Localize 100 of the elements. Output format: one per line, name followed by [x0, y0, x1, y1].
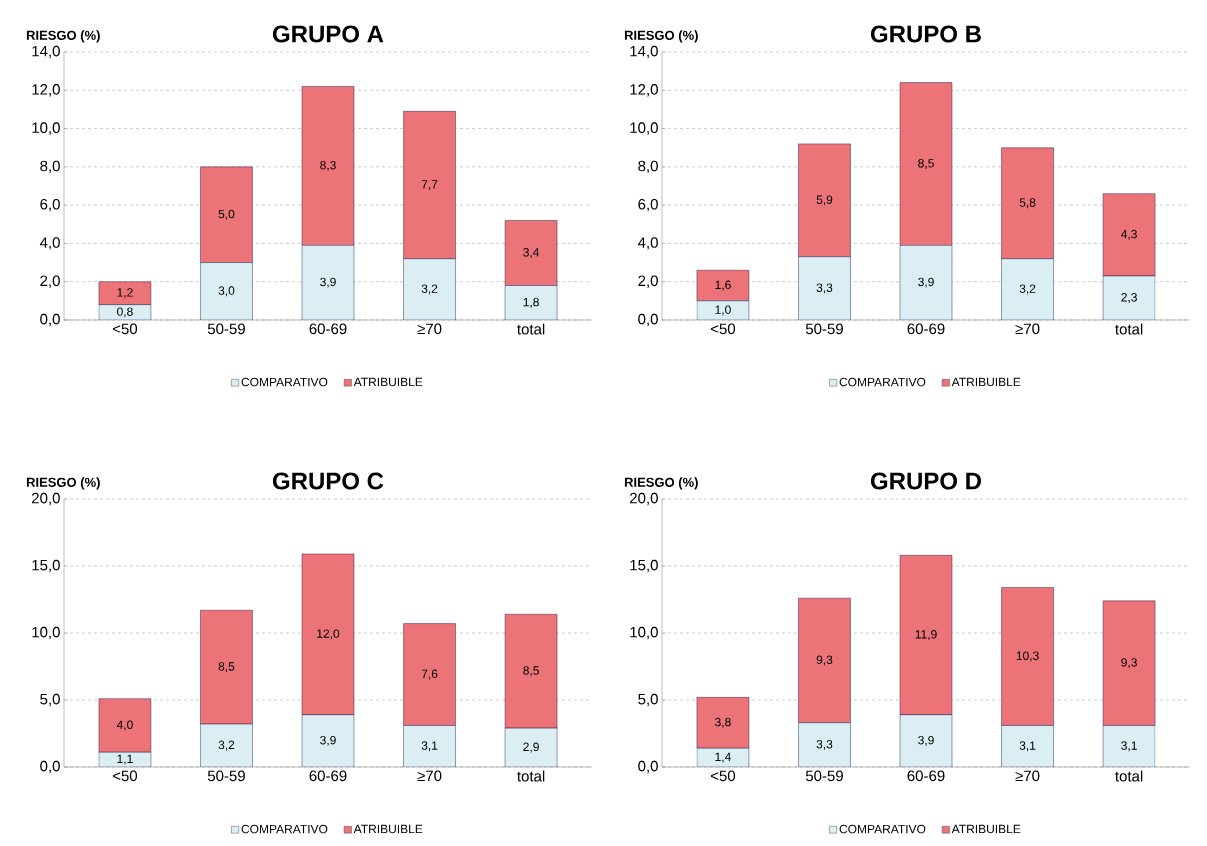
y-tick-label: 10,0 [630, 122, 658, 135]
y-tick-label: 20,0 [630, 492, 658, 506]
y-tick-label: 0,0 [638, 313, 658, 327]
bar [301, 245, 355, 320]
data-label: 5,8 [1019, 198, 1036, 209]
chart-title: GRUPO D [870, 472, 981, 490]
y-tick-label: 6,0 [40, 198, 60, 212]
x-tick-label: 50-59 [805, 770, 843, 782]
chart-title: GRUPO C [272, 472, 384, 490]
x-tick-label: 50-59 [805, 323, 843, 335]
x-tick-label: <50 [112, 323, 138, 335]
data-label: 1,6 [715, 280, 731, 291]
y-axis-title: RIESGO (%) [26, 477, 100, 490]
y-tick-label: 6,0 [638, 198, 658, 212]
y-tick-label: 10,0 [32, 122, 60, 135]
data-label: 4,3 [1121, 229, 1137, 240]
data-label: 3,2 [1019, 284, 1036, 295]
data-label: 8,5 [523, 666, 539, 677]
data-label: 3,1 [1019, 741, 1036, 752]
x-tick-label: ≥70 [1015, 323, 1040, 335]
y-tick-label: 20,0 [32, 492, 60, 506]
x-tick-label: 60-69 [309, 323, 347, 335]
legend-label: ATRIBUIBLE [951, 377, 1021, 387]
x-tick-label: <50 [710, 323, 736, 335]
bar [403, 725, 456, 767]
data-label: 11,9 [915, 630, 937, 640]
data-label: 2,9 [523, 742, 539, 753]
data-label: 3,2 [218, 740, 235, 751]
y-tick-label: 14,0 [630, 45, 658, 59]
y-axis-title: RIESGO (%) [624, 477, 698, 490]
data-label: 3,8 [715, 717, 731, 728]
legend-label: COMPARATIVO [241, 824, 328, 834]
data-label: 1,8 [523, 297, 539, 308]
data-label: 0,8 [117, 307, 133, 318]
data-label: 3,0 [218, 286, 235, 297]
data-label: 3,3 [816, 739, 833, 750]
data-label: 3,4 [523, 248, 540, 258]
x-tick-label: total [1115, 770, 1143, 782]
y-tick-label: 12,0 [32, 84, 60, 97]
data-label: 9,3 [816, 655, 833, 666]
bar [899, 714, 953, 767]
bar [1102, 725, 1156, 767]
y-tick-label: 2,0 [40, 275, 60, 288]
data-label: 3,9 [320, 277, 336, 288]
data-label: 7,6 [421, 669, 438, 680]
data-label: 8,5 [218, 662, 235, 673]
bar [798, 722, 851, 767]
y-tick-label: 12,0 [630, 84, 658, 97]
x-tick-label: ≥70 [417, 323, 442, 335]
data-label: 8,3 [320, 160, 336, 171]
legend-label: COMPARATIVO [839, 824, 926, 834]
legend-label: ATRIBUIBLE [353, 824, 423, 834]
chart-title: GRUPO A [272, 25, 384, 43]
data-label: 9,3 [1121, 658, 1137, 669]
y-axis-title: RIESGO (%) [624, 30, 698, 43]
y-tick-label: 15,0 [32, 559, 60, 573]
y-tick-label: 10,0 [630, 626, 658, 640]
y-tick-label: 10,0 [32, 626, 60, 640]
data-label: 3,9 [320, 735, 336, 746]
y-tick-label: 14,0 [32, 45, 60, 59]
bar [200, 262, 253, 320]
data-label: 1,0 [715, 305, 731, 316]
y-tick-label: 4,0 [637, 237, 658, 250]
data-label: 5,0 [218, 209, 235, 220]
y-tick-label: 0,0 [40, 760, 60, 774]
chart-title: GRUPO B [870, 25, 981, 43]
y-tick-label: 8,0 [638, 160, 658, 174]
y-tick-label: 0,0 [638, 760, 658, 774]
data-label: 10,3 [1016, 651, 1039, 662]
legend-label: ATRIBUIBLE [353, 377, 423, 387]
data-label: 8,5 [918, 159, 934, 169]
data-label: 3,2 [421, 284, 438, 295]
bar [403, 258, 456, 320]
y-tick-label: 8,0 [40, 160, 60, 174]
x-tick-label: ≥70 [1015, 770, 1040, 782]
data-label: 5,9 [816, 195, 833, 206]
y-tick-label: 5,0 [638, 693, 658, 707]
y-tick-label: 15,0 [630, 559, 658, 573]
legend-label: ATRIBUIBLE [951, 824, 1021, 834]
bar [504, 285, 558, 320]
x-tick-label: total [517, 323, 545, 335]
x-tick-label: ≥70 [417, 770, 442, 782]
bar [200, 723, 253, 767]
data-label: 1,1 [117, 754, 133, 765]
data-label: 7,7 [421, 180, 438, 190]
y-tick-label: 2,0 [638, 275, 658, 288]
data-label: 4,0 [116, 720, 133, 731]
x-tick-label: total [1115, 323, 1143, 335]
data-label: 3,1 [1121, 741, 1137, 752]
x-tick-label: total [517, 770, 545, 782]
y-tick-label: 5,0 [40, 693, 60, 707]
bar [1001, 725, 1054, 767]
data-label: 1,4 [715, 752, 731, 763]
data-label: 3,1 [421, 741, 438, 752]
x-tick-label: 50-59 [207, 770, 245, 782]
data-label: 3,9 [918, 277, 934, 288]
x-tick-label: 60-69 [907, 323, 945, 335]
y-tick-label: 0,0 [40, 313, 60, 327]
data-label: 3,9 [918, 735, 934, 746]
data-label: 1,2 [117, 288, 133, 299]
